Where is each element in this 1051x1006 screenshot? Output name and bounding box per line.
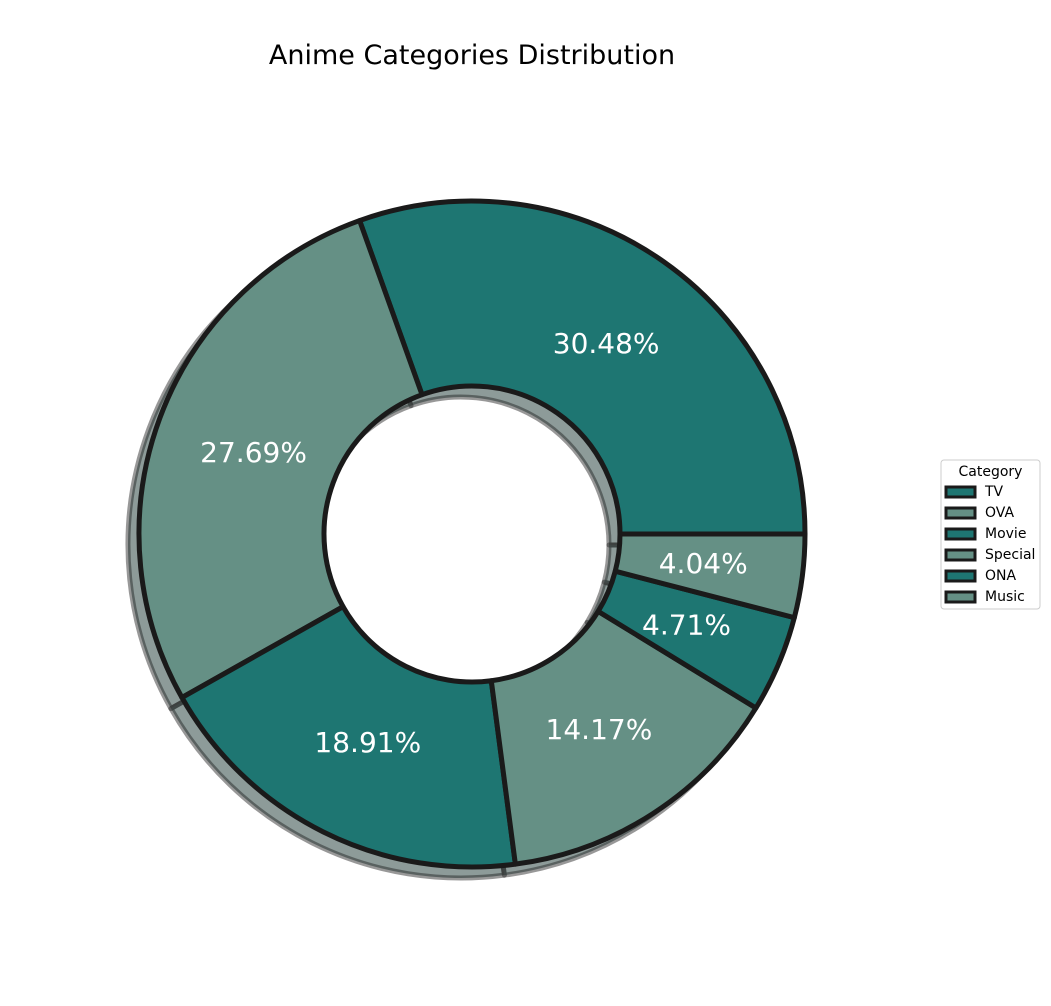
legend-swatch-special bbox=[944, 548, 977, 562]
legend-swatch-ova bbox=[944, 506, 977, 520]
slice-label-ova: 27.69% bbox=[200, 436, 307, 469]
legend: Category TV OVA Movie Special ONA Music bbox=[940, 459, 1041, 610]
legend-label-movie: Movie bbox=[985, 526, 1026, 542]
legend-items: TV OVA Movie Special ONA Music bbox=[944, 484, 1035, 605]
slice-movie bbox=[179, 604, 518, 870]
slice-label-special: 14.17% bbox=[546, 713, 653, 746]
chart-title: Anime Categories Distribution bbox=[269, 40, 675, 71]
legend-swatch-ona bbox=[944, 569, 977, 583]
slice-tv bbox=[357, 198, 808, 537]
slice-label-movie: 18.91% bbox=[314, 726, 421, 759]
labels-layer: 30.48% 27.69% 18.91% 14.17% 4.71% 4.04% bbox=[200, 327, 748, 759]
legend-label-tv: TV bbox=[984, 484, 1004, 500]
legend-title: Category bbox=[959, 464, 1023, 480]
legend-swatch-movie bbox=[944, 527, 977, 541]
slice-music bbox=[612, 531, 808, 621]
legend-label-ova: OVA bbox=[985, 505, 1014, 521]
slice-label-tv: 30.48% bbox=[553, 327, 660, 360]
slice-label-ona: 4.71% bbox=[642, 609, 731, 642]
legend-swatch-tv bbox=[944, 485, 977, 499]
slice-ova bbox=[136, 218, 425, 701]
slice-label-music: 4.04% bbox=[659, 547, 748, 580]
slices-layer bbox=[136, 198, 808, 870]
legend-label-special: Special bbox=[985, 547, 1035, 563]
legend-label-music: Music bbox=[985, 589, 1025, 605]
slice-special bbox=[488, 608, 759, 867]
legend-label-ona: ONA bbox=[985, 568, 1016, 584]
legend-swatch-music bbox=[944, 590, 977, 604]
